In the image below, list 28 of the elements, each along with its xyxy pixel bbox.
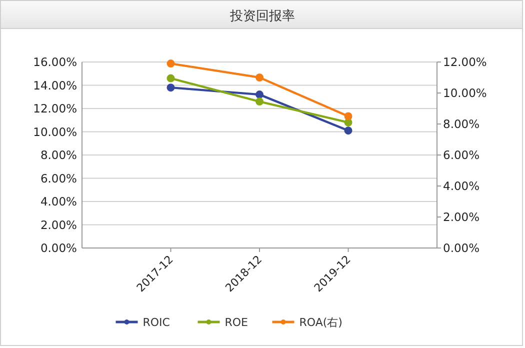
- legend-label: ROE: [224, 316, 248, 329]
- legend-label: ROA(右): [299, 316, 342, 329]
- chart-title: 投资回报率: [229, 8, 295, 24]
- y-tick-label: 6.00%: [40, 171, 78, 186]
- y2-tick-label: 2.00%: [443, 210, 480, 224]
- point: [166, 60, 175, 68]
- point: [256, 90, 264, 99]
- legend-label: ROIC: [142, 316, 170, 329]
- y-tick-label: 0.00%: [40, 241, 78, 255]
- y2-tick-label: 10.00%: [443, 86, 487, 100]
- point: [256, 74, 264, 82]
- point: [344, 126, 352, 135]
- y-tick-label: 4.00%: [40, 194, 78, 208]
- y-tick-label: 14.00%: [33, 78, 78, 92]
- y-tick-label: 8.00%: [40, 148, 78, 162]
- y2-tick-label: 0.00%: [443, 241, 480, 255]
- y-tick-label: 12.00%: [33, 102, 78, 116]
- y2-tick-label: 8.00%: [443, 117, 480, 131]
- point: [256, 98, 264, 106]
- y2-tick-label: 4.00%: [443, 179, 480, 193]
- y2-tick-label: 6.00%: [443, 148, 480, 162]
- point: [166, 74, 175, 82]
- y-tick-label: 16.00%: [33, 55, 78, 69]
- point: [166, 84, 175, 92]
- y-tick-label: 10.00%: [33, 124, 78, 139]
- y2-tick-label: 12.00%: [443, 55, 487, 69]
- y-tick-label: 2.00%: [40, 218, 78, 232]
- point: [344, 112, 352, 120]
